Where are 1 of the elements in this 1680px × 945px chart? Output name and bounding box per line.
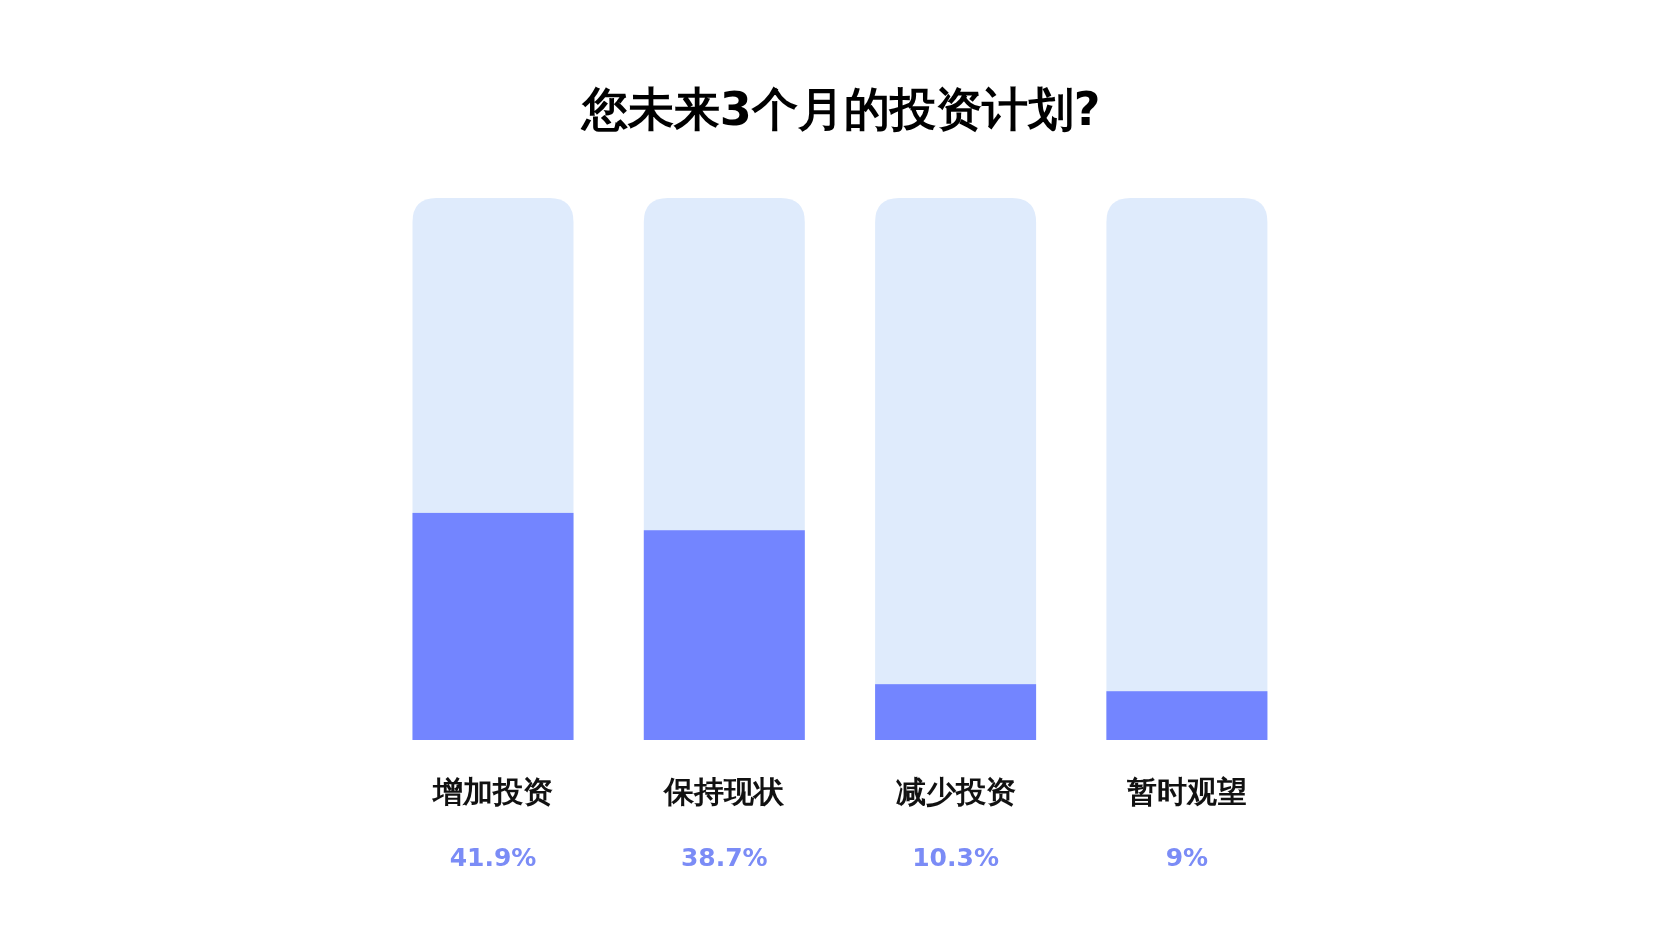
title: 您未来3个月的投资计划? (581, 82, 1101, 136)
